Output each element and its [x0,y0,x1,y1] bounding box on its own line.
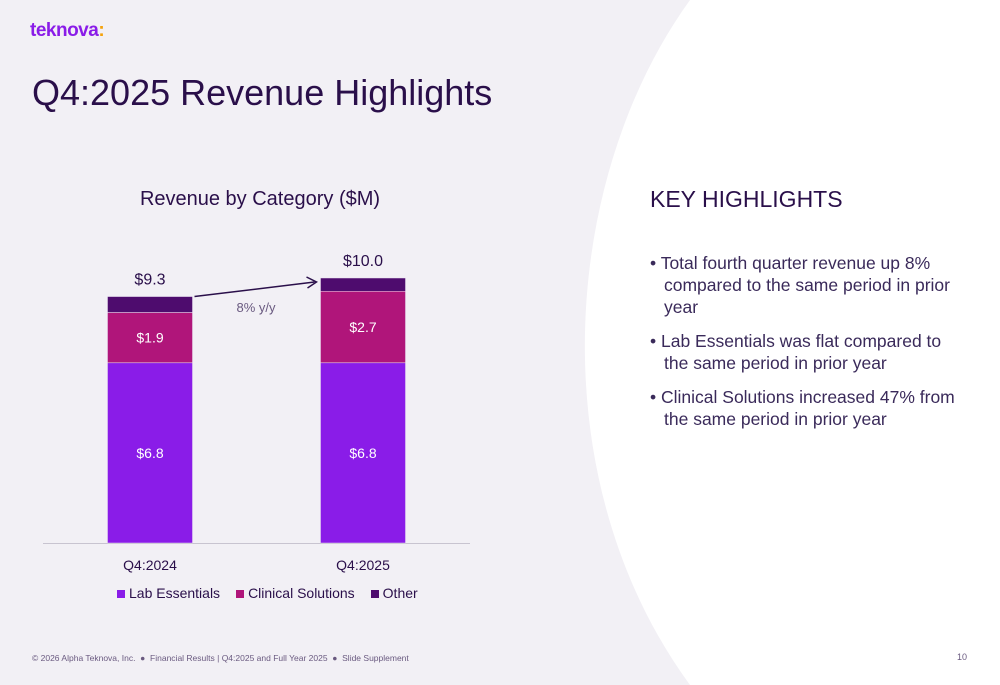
chart-title: Revenue by Category ($M) [139,188,381,210]
legend-swatch [370,590,379,598]
data-label: $6.8 [349,445,376,461]
data-label: $2.7 [349,319,376,335]
highlight-item: Clinical Solutions increased 47% from th… [650,386,970,430]
footer: © 2026 Alpha Teknova, Inc. ● Financial R… [32,653,409,663]
legend-item: Other [370,585,418,601]
data-label: $1.9 [136,330,163,346]
data-label: $6.8 [136,445,163,461]
bar-segment [107,362,193,544]
legend-label: Lab Essentials [129,585,221,601]
highlights-list: Total fourth quarter revenue up 8% compa… [650,252,970,442]
bar-segment [107,312,193,364]
page-number: 10 [957,652,968,662]
x-tick-label: Q4:2024 [123,557,177,573]
bar-segment [320,362,406,544]
legend-swatch [236,590,245,598]
total-label: $10.0 [343,253,383,270]
growth-annotation: 8% y/y [236,300,276,315]
x-tick-label: Q4:2025 [336,557,390,573]
growth-arrow [194,281,315,298]
logo: teknova: [30,20,105,41]
bar-segment [320,277,406,292]
arrow-head [306,276,318,289]
legend-label: Clinical Solutions [248,585,355,601]
legend-swatch [117,590,125,598]
legend-label: Other [382,585,418,601]
highlight-item: Total fourth quarter revenue up 8% compa… [650,252,970,318]
page-title: Q4:2025 Revenue Highlights [32,72,493,113]
bar-segment [107,296,193,313]
legend-item: Lab Essentials [117,585,220,601]
bar-segment [320,291,406,364]
highlight-item: Lab Essentials was flat compared to the … [650,330,970,374]
legend-item: Clinical Solutions [236,585,355,601]
highlights-heading: KEY HIGHLIGHTS [650,186,843,212]
total-label: $9.3 [134,272,165,289]
chart-legend: Lab Essentials Clinical Solutions Other [117,585,418,601]
